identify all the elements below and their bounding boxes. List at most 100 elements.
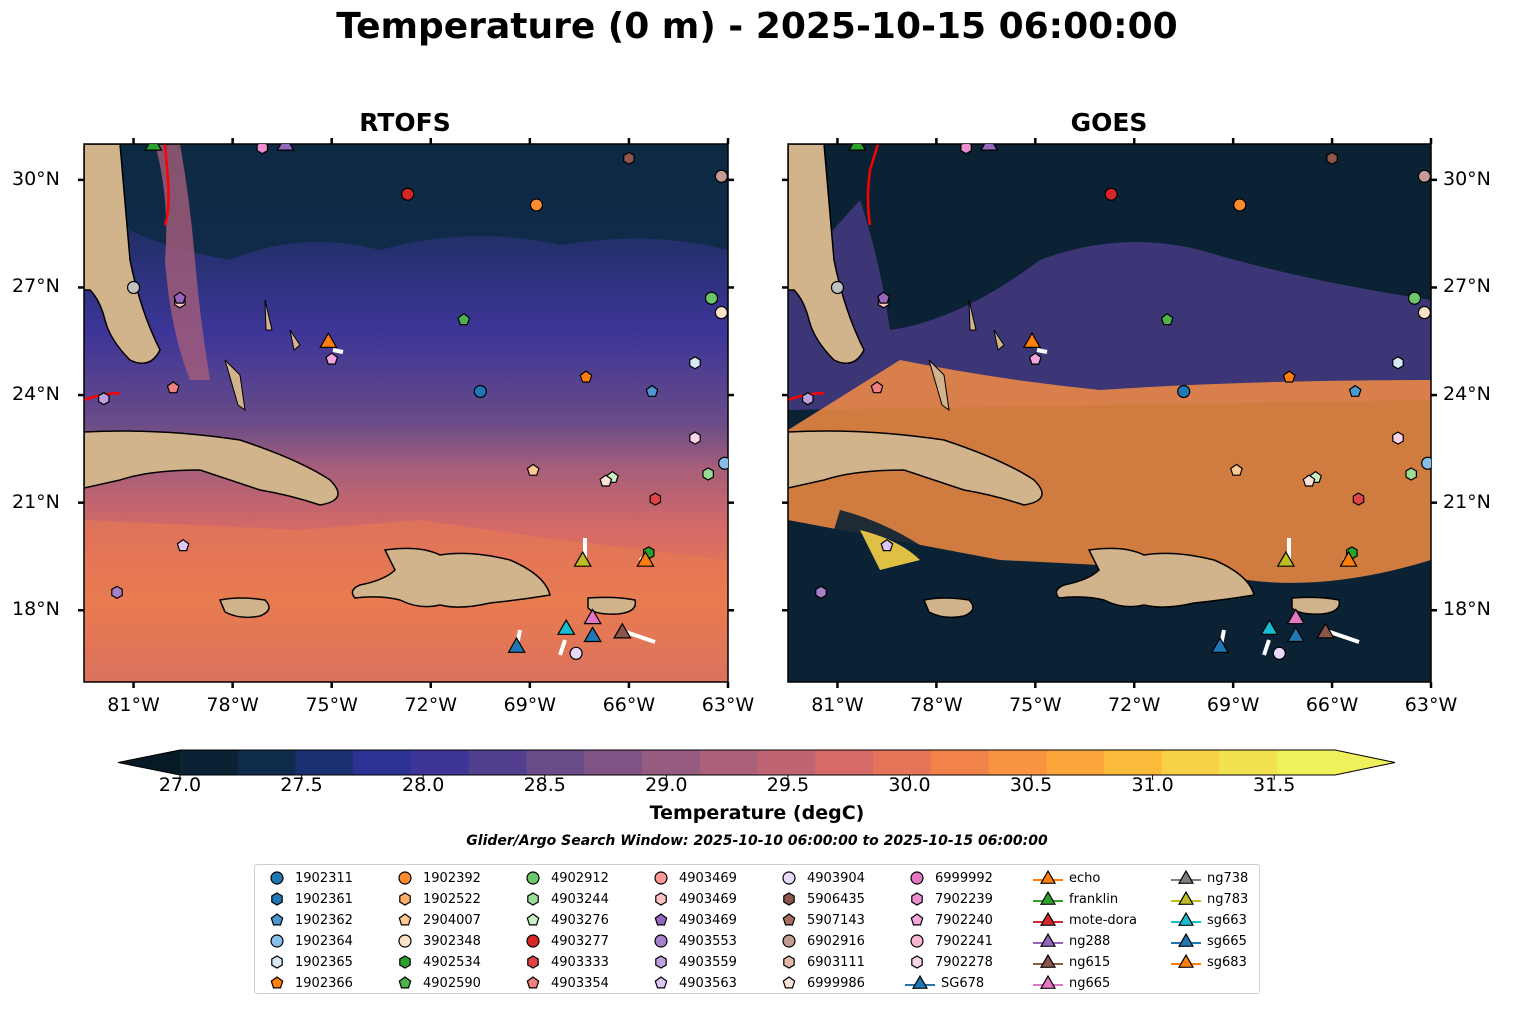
float-marker: [325, 352, 339, 365]
legend-entry: sg683: [1171, 952, 1247, 972]
float-marker: [1348, 384, 1362, 397]
float-marker: [457, 312, 471, 326]
legend-marker-icon: [911, 955, 923, 969]
legend-marker-icon: [1171, 869, 1201, 884]
colorbar-segment: [584, 750, 643, 775]
legend-marker-icon: [527, 955, 539, 969]
float-marker: [645, 384, 659, 397]
legend-entry: ng783: [1171, 889, 1248, 909]
float-marker: [613, 622, 632, 639]
colorbar-segment: [1219, 750, 1278, 775]
legend-entry: 6999992: [905, 868, 993, 888]
float-marker: [556, 618, 576, 635]
legend-label: 6999992: [935, 870, 993, 886]
legend-marker-icon: [783, 892, 795, 906]
lat-tick-label: 21°N: [12, 490, 60, 513]
float-marker: [599, 474, 613, 487]
legend-label: 4902590: [423, 975, 481, 991]
jamaica-land-goes: [922, 597, 974, 619]
legend-entry: 4902534: [393, 952, 481, 972]
float-marker: [801, 392, 814, 406]
float-marker: [848, 144, 867, 151]
legend-label: 5906435: [807, 891, 865, 907]
float-marker: [1282, 370, 1296, 383]
legend-label: 1902362: [295, 912, 353, 928]
legend-marker-icon: [655, 892, 667, 906]
float-marker: [1352, 492, 1365, 506]
legend-marker-icon: [1171, 890, 1201, 905]
float-marker: [173, 291, 187, 304]
colorbar-segment: [873, 750, 932, 775]
legend-label: 4903469: [679, 891, 737, 907]
lat-tick-label: 24°N: [12, 383, 60, 406]
colorbar-tick-label: 27.0: [158, 774, 202, 796]
lat-tick-label: 24°N: [1443, 383, 1491, 406]
legend-label: 1902366: [295, 975, 353, 991]
goes-mid-band: [788, 200, 1431, 410]
white-tracks-left: [332, 348, 656, 656]
colorbar-tick-label: 31.5: [1253, 774, 1296, 796]
colorbar-extend-low: [118, 750, 180, 775]
legend-entry: 7902239: [905, 889, 993, 909]
lon-tick-label: 63°W: [701, 694, 755, 716]
lon-tick-label: 66°W: [1305, 694, 1359, 716]
float-marker: [1229, 463, 1243, 476]
legend-label: 1902361: [295, 891, 353, 907]
float-marker: [144, 144, 163, 151]
float-marker: [526, 463, 540, 476]
legend-label: 4903277: [551, 933, 609, 949]
legend: 1902311 1902361 1902362 1902364 1902365 19023…: [254, 864, 1260, 994]
legend-entry: 5907143: [777, 910, 865, 930]
hispaniola-land: [351, 547, 551, 608]
rtofs-map: [84, 144, 728, 682]
legend-entry: ng738: [1171, 868, 1248, 888]
legend-marker-icon: [782, 976, 796, 989]
float-marker: [1160, 312, 1174, 326]
legend-entry: 1902361: [265, 889, 353, 909]
colorbar-segment: [1277, 750, 1336, 775]
legend-marker-icon: [905, 974, 935, 989]
legend-marker-icon: [526, 871, 540, 885]
legend-entry: 5906435: [777, 889, 865, 909]
legend-entry: 4902912: [521, 868, 609, 888]
colorbar-tick-label: 30.5: [1009, 774, 1053, 796]
legend-label: 6902916: [807, 933, 865, 949]
colorbar-segment: [988, 750, 1047, 775]
legend-marker-icon: [398, 934, 412, 948]
legend-entry: 4903354: [521, 973, 609, 993]
legend-marker-icon: [270, 976, 284, 989]
legend-marker-icon: [1033, 932, 1063, 947]
colorbar-segment: [699, 750, 758, 775]
float-marker: [1104, 187, 1118, 201]
float-marker: [1417, 305, 1431, 320]
lon-tick-label: 72°W: [404, 694, 457, 716]
legend-label: ng615: [1069, 954, 1111, 970]
legend-entry: 1902362: [265, 910, 353, 930]
hispaniola-land-goes: [1055, 547, 1255, 608]
legend-entry: 1902522: [393, 889, 481, 909]
float-marker: [1022, 332, 1042, 348]
float-marker: [877, 291, 891, 304]
legend-marker-icon: [526, 913, 540, 926]
float-marker: [1210, 636, 1230, 653]
float-marker: [702, 467, 715, 481]
float-marker: [176, 538, 190, 552]
legend-marker-icon: [910, 913, 924, 926]
float-marker: [569, 646, 583, 660]
colorbar-segment: [468, 750, 527, 775]
colorbar-tick-label: 30.0: [888, 774, 931, 796]
colorbar-segment: [411, 750, 470, 775]
legend-entry: 7902278: [905, 952, 993, 972]
float-marker: [960, 144, 972, 155]
map-figure: [78, 138, 1437, 688]
lon-tick-label: 81°W: [811, 694, 864, 716]
legend-label: 1902392: [423, 870, 481, 886]
float-marker: [1407, 291, 1422, 305]
legend-marker-icon: [1171, 932, 1201, 947]
legend-marker-icon: [270, 934, 284, 948]
lat-tick-label: 27°N: [12, 275, 60, 298]
lon-tick-label: 69°W: [503, 694, 557, 716]
lon-tick-label: 66°W: [602, 694, 656, 716]
colorbar-segment: [1161, 750, 1220, 775]
legend-label: ng738: [1207, 870, 1249, 886]
